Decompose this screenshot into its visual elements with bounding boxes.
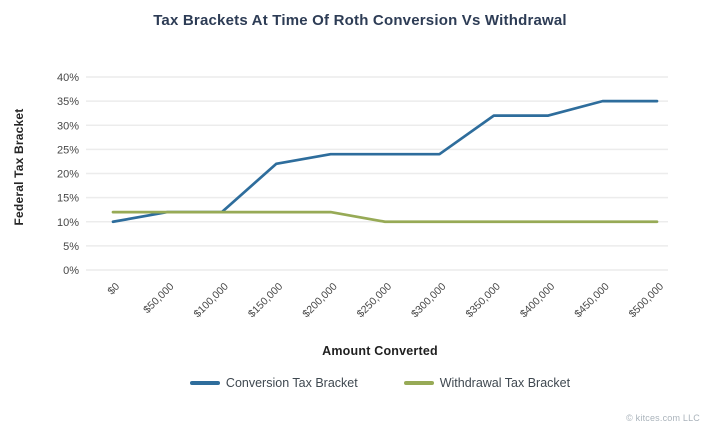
legend-item-conversion: Conversion Tax Bracket	[189, 376, 358, 390]
line-chart-plot: 0% 5% 10% 15% 20% 25% 30% 35% 40% $0 $50,000 $100,0…	[57, 72, 668, 321]
withdrawal-line-swatch	[403, 381, 434, 385]
x-tick-label: $400,000	[518, 281, 558, 321]
legend-label-withdrawal: Withdrawal Tax Bracket	[439, 376, 571, 390]
x-tick-label: $150,000	[246, 281, 286, 321]
x-tick-label: $200,000	[300, 281, 340, 321]
x-tick-label: $50,000	[141, 281, 176, 316]
y-tick-label: 15%	[57, 193, 79, 205]
legend-item-withdrawal: Withdrawal Tax Bracket	[403, 376, 571, 390]
y-tick-label: 10%	[57, 217, 79, 229]
conversion-line-swatch	[189, 381, 220, 385]
series-line	[111, 210, 659, 224]
x-axis-title: Amount Converted	[322, 344, 438, 358]
x-tick-label: $0	[105, 281, 122, 298]
legend-label-conversion: Conversion Tax Bracket	[225, 376, 358, 390]
y-tick-label: 25%	[57, 144, 79, 156]
y-tick-label: 20%	[57, 169, 79, 181]
legend: Conversion Tax Bracket Withdrawal Tax Br…	[40, 376, 720, 390]
y-tick-label: 30%	[57, 120, 79, 132]
x-tick-label: $350,000	[463, 281, 503, 321]
x-tick-label: $250,000	[355, 281, 395, 321]
footer-credit: © kitces.com LLC	[626, 413, 700, 423]
y-tick-label: 0%	[63, 265, 79, 277]
series-line	[111, 99, 659, 224]
x-tick-label: $450,000	[572, 281, 612, 321]
x-tick-label: $500,000	[627, 281, 667, 321]
x-tick-label: $300,000	[409, 281, 449, 321]
y-tick-label: 35%	[57, 96, 79, 108]
x-tick-label: $100,000	[191, 281, 231, 321]
y-tick-label: 40%	[57, 72, 79, 84]
chart-title: Tax Brackets At Time Of Roth Conversion …	[153, 12, 567, 29]
y-tick-label: 5%	[63, 241, 79, 253]
